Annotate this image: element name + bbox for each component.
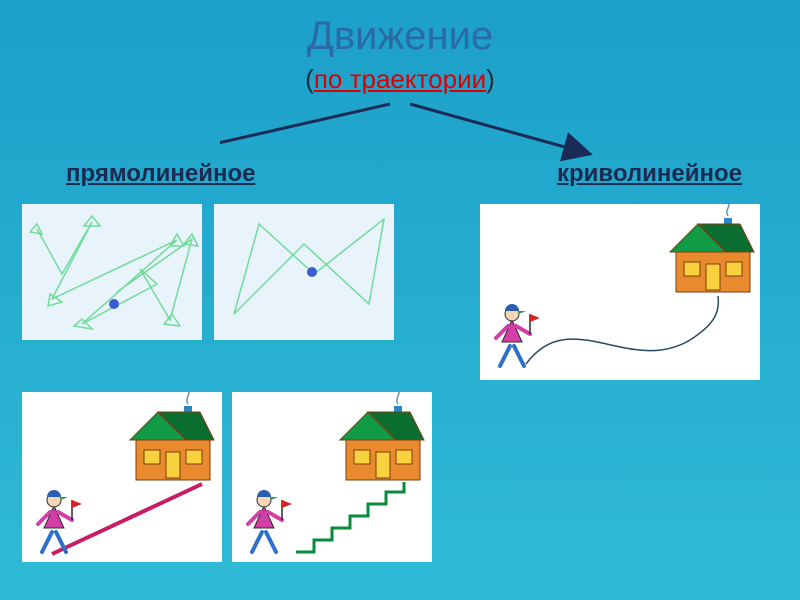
brown1-svg [22, 392, 222, 562]
arrow-right [410, 104, 590, 154]
trajectory-link[interactable]: по траектории [314, 64, 486, 94]
house-icon [340, 392, 424, 480]
panel-curve-path [480, 204, 760, 380]
zig1-svg [22, 204, 202, 340]
panel-brownian-1 [22, 204, 202, 340]
brown2-svg [232, 392, 432, 562]
panel-straight-path [22, 392, 222, 562]
paren-open: ( [305, 64, 314, 94]
zig2-svg [214, 204, 394, 340]
straight-path-line [52, 484, 202, 554]
house-icon [130, 392, 214, 480]
zig2-ball [307, 267, 317, 277]
subtitle: (по траектории) [0, 64, 800, 95]
boy-icon [248, 490, 292, 552]
page-title: Движение [0, 14, 800, 59]
zig2-path [234, 219, 384, 314]
label-curvilinear: криволинейное [557, 160, 742, 188]
title-text: Движение [307, 14, 493, 58]
arrow-left [220, 104, 390, 154]
panel-brownian-2 [214, 204, 394, 340]
zig1-ball [109, 299, 119, 309]
panel-step-path [232, 392, 432, 562]
paren-close: ) [486, 64, 495, 94]
label-rectilinear: прямолинейное [66, 160, 255, 188]
boy-icon [496, 304, 540, 366]
curve-path-line [526, 296, 718, 364]
step-path-line [296, 482, 404, 552]
branch-arrows [220, 96, 780, 166]
curve-svg [480, 204, 760, 380]
house-icon [670, 204, 754, 292]
